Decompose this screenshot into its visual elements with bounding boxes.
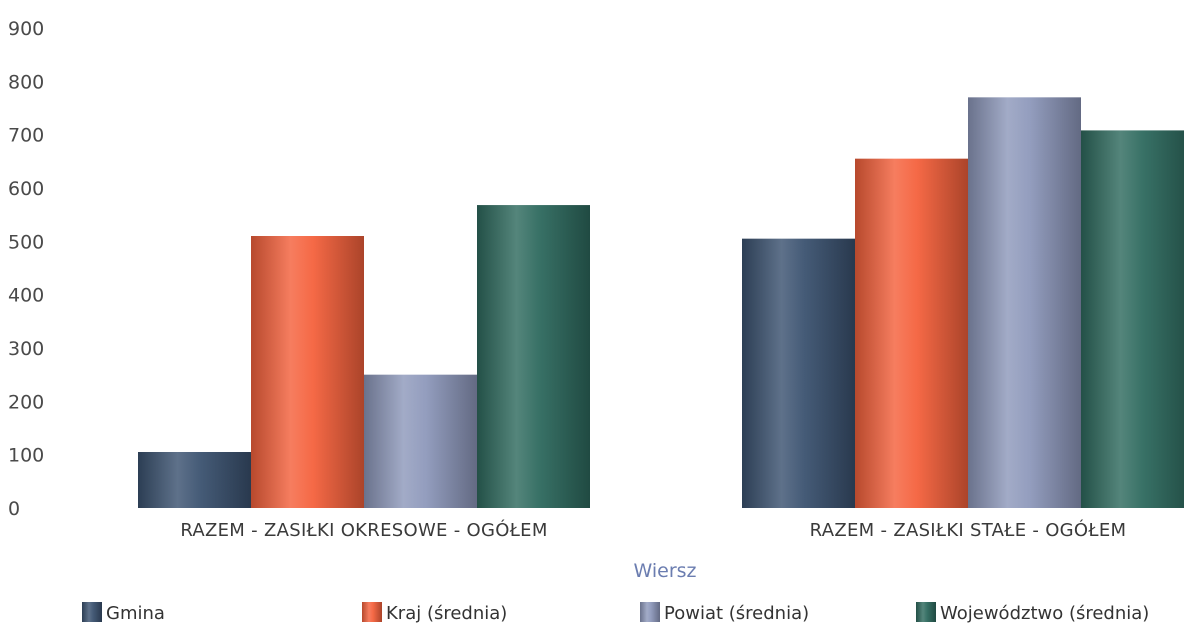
y-tick-label: 300: [8, 338, 44, 360]
y-tick-label: 100: [8, 445, 44, 467]
legend-label: Województwo (średnia): [940, 603, 1149, 624]
bars: [138, 97, 1184, 509]
y-tick-label: 600: [8, 178, 44, 200]
y-tick-label: 0: [8, 498, 20, 520]
legend-label: Kraj (średnia): [386, 603, 507, 624]
category-label: RAZEM - ZASIŁKI STAŁE - OGÓŁEM: [810, 519, 1127, 541]
legend-swatch: [640, 602, 660, 622]
y-tick-label: 400: [8, 285, 44, 307]
bar-2-1[interactable]: [251, 236, 364, 508]
bar-3-2[interactable]: [968, 97, 1081, 508]
category-label: RAZEM - ZASIŁKI OKRESOWE - OGÓŁEM: [180, 519, 547, 541]
y-tick-label: 200: [8, 391, 44, 413]
y-tick-label: 800: [8, 71, 44, 93]
y-tick-label: 900: [8, 18, 44, 40]
bar-1-2[interactable]: [742, 238, 855, 508]
legend-swatch: [916, 602, 936, 622]
legend-label: Gmina: [106, 603, 165, 624]
y-axis-ticks: 0 100 200 300 400 500 600 700 800 900: [8, 18, 44, 520]
bar-2-2[interactable]: [855, 158, 968, 508]
legend-swatch: [362, 602, 382, 622]
bar-3-1[interactable]: [364, 374, 477, 508]
bar-4-1[interactable]: [477, 205, 590, 509]
legend: Gmina Kraj (średnia) Powiat (średnia) Wojew…: [82, 602, 1149, 624]
bar-1-1[interactable]: [138, 452, 251, 508]
y-tick-label: 700: [8, 125, 44, 147]
x-axis-title: Wiersz: [633, 560, 696, 582]
y-tick-label: 500: [8, 231, 44, 253]
legend-swatch: [82, 602, 102, 622]
bar-4-2[interactable]: [1081, 130, 1184, 508]
category-labels: RAZEM - ZASIŁKI OKRESOWE - OGÓŁEM RAZEM -…: [180, 519, 1126, 541]
legend-label: Powiat (średnia): [664, 603, 809, 624]
